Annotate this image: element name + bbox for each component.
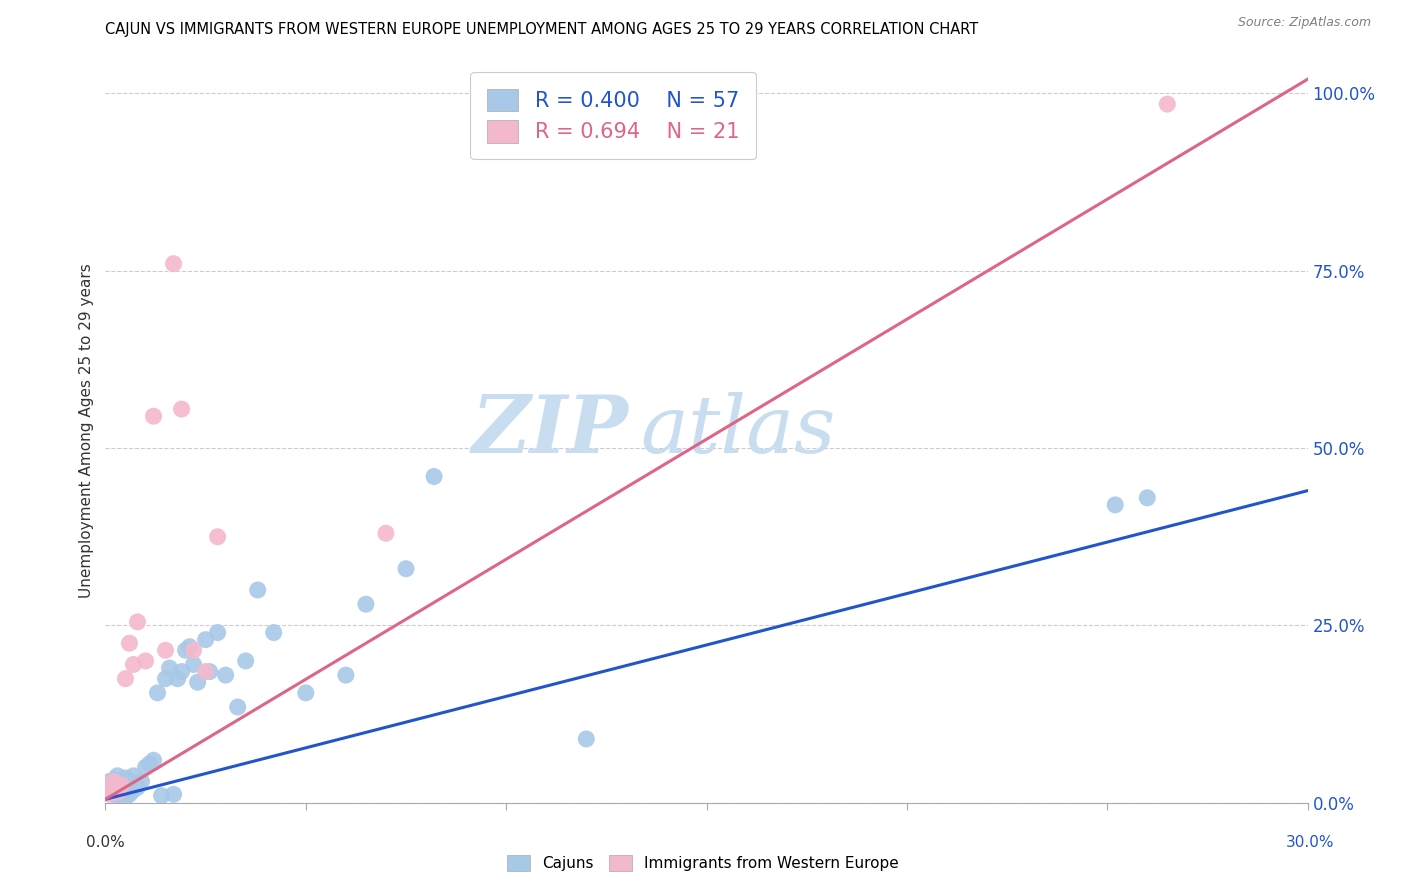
Point [103,783,125,797]
Y-axis label: Unemployment Among Ages 25 to 29 years: Unemployment Among Ages 25 to 29 years [79,263,94,598]
Point [155,643,177,657]
Point [226,700,249,714]
Point [142,753,165,767]
Text: Source: ZipAtlas.com: Source: ZipAtlas.com [1237,16,1371,29]
Point [395,562,418,576]
Point [194,632,217,647]
Point [194,665,217,679]
Point [107,789,129,803]
Text: 0.0%: 0.0% [86,836,125,850]
Point [103,774,125,789]
Point [170,665,193,679]
Point [114,672,136,686]
Point [131,774,153,789]
Point [159,661,181,675]
Legend: Cajuns, Immigrants from Western Europe: Cajuns, Immigrants from Western Europe [501,849,905,877]
Point [98,774,121,789]
Text: CAJUN VS IMMIGRANTS FROM WESTERN EUROPE UNEMPLOYMENT AMONG AGES 25 TO 29 YEARS C: CAJUN VS IMMIGRANTS FROM WESTERN EUROPE … [105,22,979,37]
Point [103,778,125,792]
Text: atlas: atlas [640,392,835,469]
Text: ZIP: ZIP [471,392,628,469]
Point [103,783,125,797]
Point [107,776,129,790]
Point [374,526,398,541]
Point [423,469,446,483]
Legend: R = 0.400    N = 57, R = 0.694    N = 21: R = 0.400 N = 57, R = 0.694 N = 21 [471,72,756,159]
Point [214,668,236,682]
Point [138,756,160,771]
Point [98,778,121,792]
Point [110,778,132,792]
Point [263,625,285,640]
Point [207,530,229,544]
Point [1156,97,1178,112]
Point [162,257,184,271]
Point [155,672,177,686]
Point [183,657,205,672]
Point [98,785,121,799]
Point [354,597,377,611]
Point [114,778,136,792]
Point [127,615,149,629]
Point [198,665,221,679]
Point [110,774,132,789]
Point [107,781,129,796]
Point [114,771,136,785]
Point [118,774,141,789]
Point [107,769,129,783]
Point [107,780,129,795]
Point [575,731,598,746]
Point [122,769,145,783]
Point [98,787,121,801]
Point [114,785,136,799]
Point [110,785,132,799]
Point [166,672,188,686]
Point [107,785,129,799]
Point [183,643,205,657]
Point [174,643,197,657]
Point [170,402,193,417]
Point [118,781,141,796]
Point [1136,491,1159,505]
Point [98,781,121,796]
Point [246,582,269,597]
Point [103,773,125,788]
Point [118,636,141,650]
Point [122,783,145,797]
Point [135,654,157,668]
Point [335,668,357,682]
Point [135,760,157,774]
Point [179,640,201,654]
Point [142,409,165,424]
Point [146,686,169,700]
Point [187,675,209,690]
Point [110,780,132,795]
Point [118,787,141,801]
Point [114,790,136,805]
Point [207,625,229,640]
Point [235,654,257,668]
Point [127,780,149,795]
Point [295,686,318,700]
Point [122,778,145,792]
Point [122,657,145,672]
Text: 30.0%: 30.0% [1286,836,1334,850]
Point [150,789,173,803]
Point [98,778,121,792]
Point [162,787,184,801]
Point [103,787,125,801]
Point [1104,498,1126,512]
